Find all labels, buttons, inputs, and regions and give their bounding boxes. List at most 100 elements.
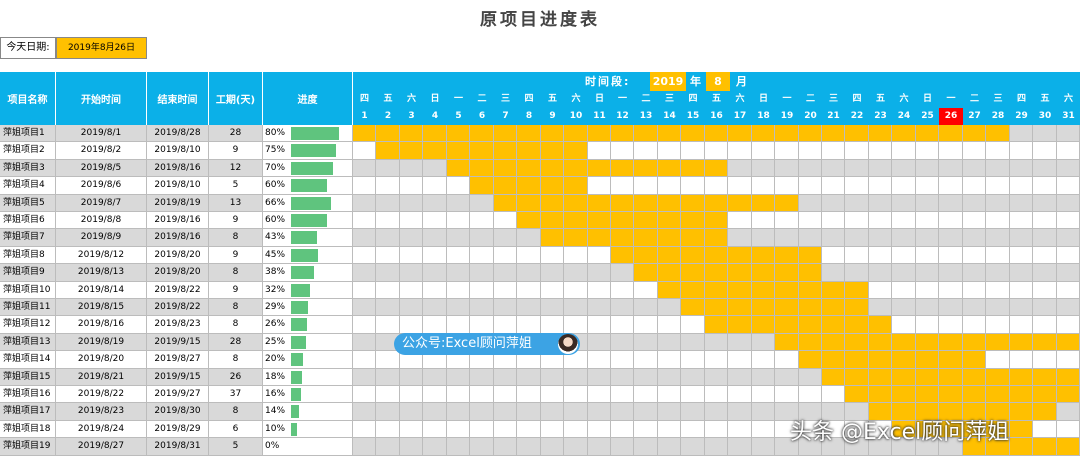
gantt-active-cell[interactable] (681, 247, 705, 264)
gantt-cell[interactable] (845, 195, 869, 212)
gantt-active-cell[interactable] (517, 212, 541, 229)
gantt-cell[interactable] (564, 247, 588, 264)
gantt-cell[interactable] (400, 247, 423, 264)
gantt-cell[interactable] (939, 142, 963, 160)
gantt-cell[interactable] (634, 386, 658, 403)
gantt-active-cell[interactable] (658, 282, 681, 299)
gantt-active-cell[interactable] (705, 247, 728, 264)
gantt-cell[interactable] (611, 299, 634, 316)
start-date-cell[interactable]: 2019/8/24 (56, 421, 147, 438)
gantt-cell[interactable] (1033, 299, 1057, 316)
gantt-cell[interactable] (728, 438, 752, 456)
gantt-cell[interactable] (1010, 195, 1033, 212)
end-date-cell[interactable]: 2019/8/16 (147, 160, 209, 177)
gantt-active-cell[interactable] (869, 125, 892, 142)
gantt-active-cell[interactable] (423, 125, 447, 142)
gantt-cell[interactable] (869, 299, 892, 316)
gantt-cell[interactable] (541, 351, 564, 369)
gantt-cell[interactable] (353, 369, 376, 386)
progress-cell[interactable]: 38% (263, 264, 353, 282)
gantt-cell[interactable] (353, 282, 376, 299)
start-date-cell[interactable]: 2019/8/21 (56, 369, 147, 386)
gantt-active-cell[interactable] (869, 386, 892, 403)
gantt-cell[interactable] (564, 438, 588, 456)
gantt-cell[interactable] (963, 282, 986, 299)
project-name-cell[interactable]: 萍姐项目2 (0, 142, 56, 160)
progress-cell[interactable]: 20% (263, 351, 353, 369)
gantt-cell[interactable] (986, 282, 1010, 299)
gantt-cell[interactable] (845, 212, 869, 229)
gantt-cell[interactable] (400, 351, 423, 369)
gantt-active-cell[interactable] (775, 334, 799, 351)
gantt-cell[interactable] (423, 212, 447, 229)
gantt-cell[interactable] (611, 282, 634, 299)
gantt-cell[interactable] (658, 386, 681, 403)
gantt-cell[interactable] (681, 142, 705, 160)
gantt-active-cell[interactable] (822, 282, 845, 299)
project-name-cell[interactable]: 萍姐项目12 (0, 316, 56, 334)
gantt-cell[interactable] (423, 264, 447, 282)
gantt-cell[interactable] (1033, 247, 1057, 264)
gantt-cell[interactable] (1057, 160, 1080, 177)
gantt-cell[interactable] (986, 299, 1010, 316)
gantt-cell[interactable] (752, 403, 775, 421)
gantt-cell[interactable] (470, 369, 494, 386)
gantt-active-cell[interactable] (494, 177, 517, 195)
gantt-active-cell[interactable] (1010, 438, 1033, 456)
gantt-cell[interactable] (799, 160, 822, 177)
end-date-cell[interactable]: 2019/8/20 (147, 264, 209, 282)
gantt-cell[interactable] (541, 438, 564, 456)
gantt-active-cell[interactable] (939, 334, 963, 351)
gantt-cell[interactable] (681, 351, 705, 369)
gantt-active-cell[interactable] (1057, 438, 1080, 456)
gantt-active-cell[interactable] (681, 160, 705, 177)
duration-cell[interactable]: 9 (209, 212, 263, 229)
gantt-cell[interactable] (447, 229, 470, 247)
gantt-cell[interactable] (353, 403, 376, 421)
gantt-cell[interactable] (845, 264, 869, 282)
gantt-cell[interactable] (564, 421, 588, 438)
gantt-cell[interactable] (353, 177, 376, 195)
gantt-active-cell[interactable] (494, 160, 517, 177)
progress-cell[interactable]: 26% (263, 316, 353, 334)
start-date-cell[interactable]: 2019/8/7 (56, 195, 147, 212)
duration-cell[interactable]: 13 (209, 195, 263, 212)
gantt-active-cell[interactable] (845, 386, 869, 403)
gantt-cell[interactable] (1010, 229, 1033, 247)
gantt-cell[interactable] (1010, 282, 1033, 299)
start-date-cell[interactable]: 2019/8/2 (56, 142, 147, 160)
gantt-cell[interactable] (447, 316, 470, 334)
end-date-cell[interactable]: 2019/9/15 (147, 334, 209, 351)
gantt-active-cell[interactable] (588, 195, 611, 212)
gantt-cell[interactable] (939, 316, 963, 334)
gantt-active-cell[interactable] (916, 403, 939, 421)
gantt-cell[interactable] (752, 177, 775, 195)
gantt-active-cell[interactable] (1010, 403, 1033, 421)
progress-cell[interactable]: 25% (263, 334, 353, 351)
gantt-cell[interactable] (752, 386, 775, 403)
gantt-cell[interactable] (494, 403, 517, 421)
gantt-cell[interactable] (892, 142, 916, 160)
gantt-cell[interactable] (845, 421, 869, 438)
gantt-cell[interactable] (728, 212, 752, 229)
gantt-active-cell[interactable] (681, 299, 705, 316)
end-date-cell[interactable]: 2019/9/27 (147, 386, 209, 403)
gantt-active-cell[interactable] (845, 369, 869, 386)
gantt-cell[interactable] (775, 177, 799, 195)
gantt-active-cell[interactable] (588, 160, 611, 177)
gantt-cell[interactable] (916, 282, 939, 299)
gantt-active-cell[interactable] (822, 334, 845, 351)
gantt-cell[interactable] (939, 160, 963, 177)
gantt-cell[interactable] (400, 212, 423, 229)
gantt-active-cell[interactable] (986, 369, 1010, 386)
gantt-cell[interactable] (494, 282, 517, 299)
end-date-cell[interactable]: 2019/8/10 (147, 177, 209, 195)
gantt-cell[interactable] (447, 247, 470, 264)
gantt-cell[interactable] (658, 403, 681, 421)
gantt-active-cell[interactable] (541, 195, 564, 212)
gantt-active-cell[interactable] (681, 282, 705, 299)
progress-cell[interactable]: 16% (263, 386, 353, 403)
gantt-cell[interactable] (752, 351, 775, 369)
gantt-cell[interactable] (939, 195, 963, 212)
gantt-active-cell[interactable] (799, 125, 822, 142)
